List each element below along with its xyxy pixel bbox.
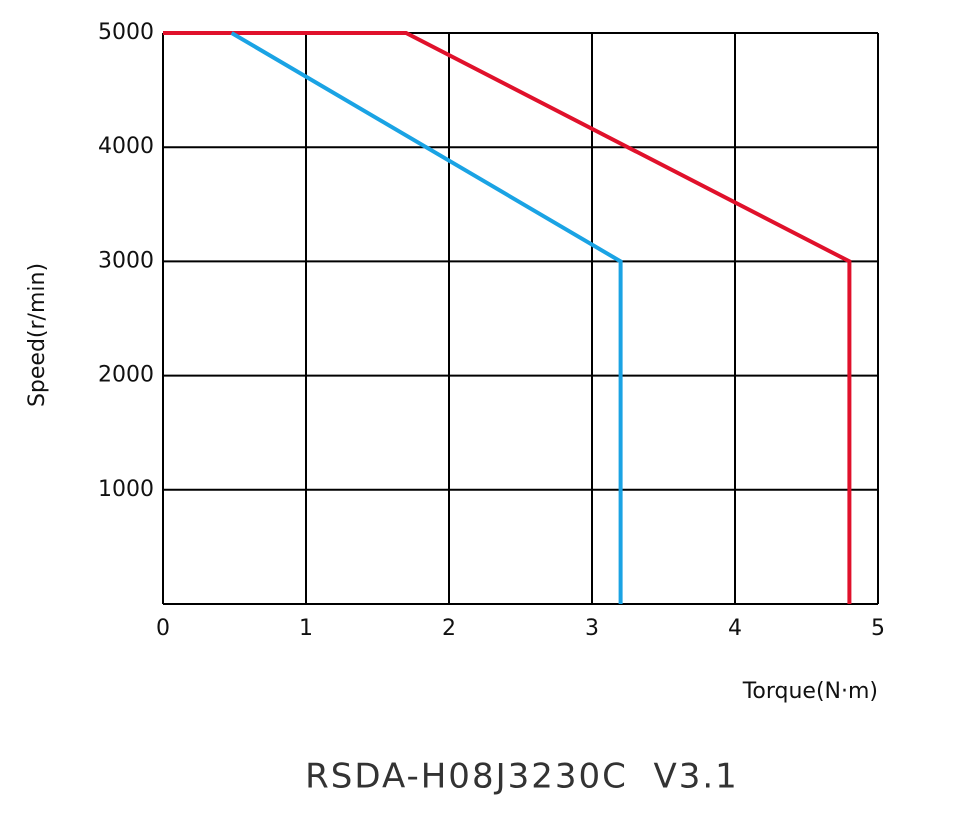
y-tick-label: 3000 [98, 248, 154, 273]
x-tick-label: 3 [585, 616, 599, 641]
y-axis-label: Speed(r/min) [25, 263, 50, 407]
y-tick-label: 5000 [98, 20, 154, 45]
y-tick-label: 4000 [98, 134, 154, 159]
series-line [163, 31, 852, 604]
x-tick-label: 4 [728, 616, 742, 641]
x-tick-label: 1 [299, 616, 313, 641]
y-tick-label: 2000 [98, 363, 154, 388]
x-axis-label: Torque(N·m) [742, 679, 878, 704]
series-line [230, 31, 623, 604]
y-tick-label: 1000 [98, 477, 154, 502]
x-tick-label: 5 [871, 616, 885, 641]
x-tick-label: 2 [442, 616, 456, 641]
chart-title: RSDA-H08J3230C V3.1 [305, 757, 739, 797]
x-tick-label: 0 [156, 616, 170, 641]
